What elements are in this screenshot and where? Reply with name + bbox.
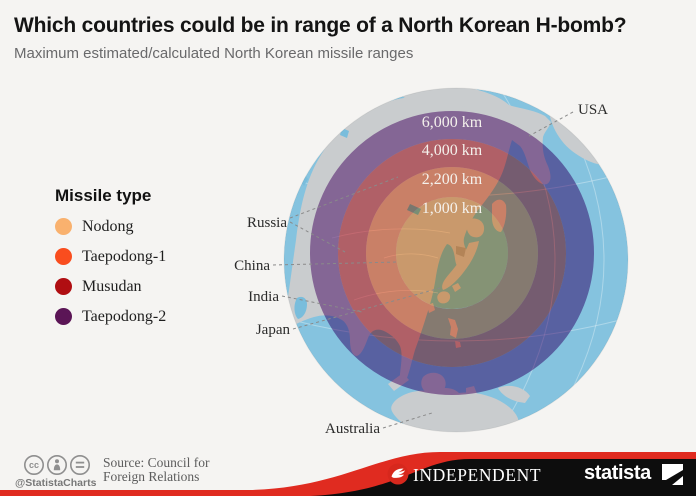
landmass-australia xyxy=(391,388,519,432)
statista-logo-mark xyxy=(662,464,683,485)
attribution-icon xyxy=(46,455,67,475)
equal-license-icon xyxy=(69,455,90,475)
legend-item-label: Taepodong-1 xyxy=(82,247,167,265)
cc-glyph: cc xyxy=(29,460,39,470)
footer-black-band xyxy=(310,459,696,496)
range-label-4000: 4,000 km xyxy=(422,142,483,159)
range-label-1000: 1,000 km xyxy=(422,200,483,217)
country-label-china: China xyxy=(234,258,270,274)
leader-line-russia-2 xyxy=(289,176,399,219)
equals-glyph xyxy=(75,461,85,468)
range-ring-labels: 6,000 km 4,000 km 2,200 km 1,000 km xyxy=(422,114,483,217)
leader-line-russia xyxy=(289,221,346,253)
cc-icon xyxy=(24,455,44,475)
legend-item-label: Musudan xyxy=(82,277,142,295)
globe-rim xyxy=(283,87,629,433)
range-label-2200: 2,200 km xyxy=(422,171,483,188)
page-subtitle: Maximum estimated/calculated North Korea… xyxy=(14,45,414,62)
landmass-new-guinea xyxy=(498,385,530,403)
range-rings xyxy=(310,111,594,395)
legend-item-musudan: Musudan xyxy=(55,278,166,295)
source-line-1: Source: Council for xyxy=(103,455,210,470)
range-ring-2200km xyxy=(366,167,538,339)
legend-dot-icon xyxy=(55,308,72,325)
leader-line-australia xyxy=(382,412,433,429)
range-ring-4000km xyxy=(338,139,566,367)
leader-lines xyxy=(272,111,574,429)
range-ring-1000km xyxy=(396,197,508,309)
country-label-australia: Australia xyxy=(325,421,380,437)
country-label-russia: Russia xyxy=(247,215,287,231)
legend-dot-icon xyxy=(55,218,72,235)
independent-wordmark: INDEPENDENT xyxy=(413,465,542,485)
country-label-india: India xyxy=(248,289,279,305)
missile-type-legend: Missile type Nodong Taepodong-1 Musudan … xyxy=(55,186,166,338)
independent-eagle-icon xyxy=(387,463,409,485)
person-glyph-head xyxy=(55,459,59,464)
landmass-arctic xyxy=(398,88,510,110)
statista-charts-handle: @StatistaCharts xyxy=(15,477,97,489)
range-ring-6000km xyxy=(310,111,594,395)
legend-dot-icon xyxy=(55,248,72,265)
source-line-2: Foreign Relations xyxy=(103,469,200,484)
legend-item-taepodong-2: Taepodong-2 xyxy=(55,308,166,325)
legend-item-label: Nodong xyxy=(82,217,134,235)
country-label-japan: Japan xyxy=(256,322,291,338)
page-title: Which countries could be in range of a N… xyxy=(14,14,627,37)
cc-license-icons: cc xyxy=(24,455,90,475)
legend-title: Missile type xyxy=(55,186,152,205)
legend-dot-icon xyxy=(55,278,72,295)
footer-banner xyxy=(0,452,696,496)
leader-line-india xyxy=(281,295,363,313)
source-note: Source: Council for Foreign Relations xyxy=(103,456,209,484)
leader-line-china xyxy=(272,261,399,266)
person-glyph-body xyxy=(53,464,61,471)
legend-item-label: Taepodong-2 xyxy=(82,307,167,325)
range-label-6000: 6,000 km xyxy=(422,114,483,131)
legend-item-nodong: Nodong xyxy=(55,218,166,235)
legend-item-taepodong-1: Taepodong-1 xyxy=(55,248,166,265)
leader-line-usa xyxy=(528,111,574,137)
statista-wordmark: statista xyxy=(584,462,651,484)
country-labels: USA Russia China India Japan Australia xyxy=(234,102,608,437)
leader-line-japan xyxy=(292,287,441,330)
country-label-usa: USA xyxy=(578,102,608,118)
